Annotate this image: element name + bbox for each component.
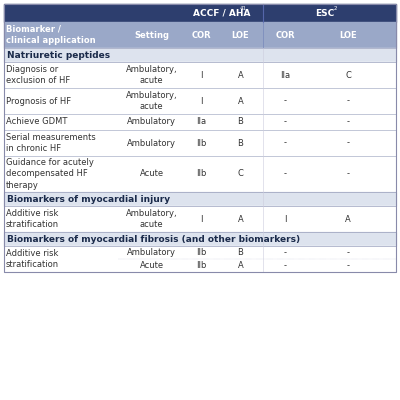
Text: Achieve GDMT: Achieve GDMT — [6, 118, 67, 126]
Text: LOE: LOE — [339, 30, 357, 40]
Text: IIb: IIb — [196, 138, 207, 148]
Text: A: A — [238, 96, 243, 106]
Text: -: - — [284, 138, 287, 148]
Text: -: - — [346, 138, 350, 148]
Text: -: - — [284, 118, 287, 126]
Text: -: - — [284, 170, 287, 178]
Bar — [4, 22, 396, 48]
Text: B: B — [238, 138, 244, 148]
Bar — [4, 246, 396, 272]
Text: Ambulatory,
acute: Ambulatory, acute — [126, 209, 177, 229]
Text: A: A — [238, 214, 243, 224]
Text: -: - — [346, 261, 350, 270]
Text: A: A — [238, 261, 243, 270]
Text: 41: 41 — [240, 6, 247, 12]
Text: IIb: IIb — [196, 170, 207, 178]
Text: IIb: IIb — [196, 248, 207, 257]
Text: COR: COR — [276, 30, 295, 40]
Text: -: - — [284, 248, 287, 257]
Bar — [4, 4, 396, 272]
Text: C: C — [238, 170, 244, 178]
Text: I: I — [284, 214, 287, 224]
Text: Biomarkers of myocardial fibrosis (and other biomarkers): Biomarkers of myocardial fibrosis (and o… — [7, 234, 300, 244]
Text: B: B — [238, 248, 244, 257]
Bar — [4, 62, 396, 88]
Text: ESC: ESC — [315, 8, 334, 18]
Text: -: - — [346, 118, 350, 126]
Text: A: A — [238, 70, 243, 80]
Text: -: - — [346, 170, 350, 178]
Text: Ambulatory: Ambulatory — [127, 118, 176, 126]
Text: Ambulatory: Ambulatory — [127, 248, 176, 257]
Text: Acute: Acute — [140, 170, 164, 178]
Text: IIa: IIa — [196, 118, 206, 126]
Text: Diagnosis or
exclusion of HF: Diagnosis or exclusion of HF — [6, 65, 70, 85]
Text: Prognosis of HF: Prognosis of HF — [6, 96, 71, 106]
Text: Additive risk
stratification: Additive risk stratification — [6, 209, 59, 229]
Text: LOE: LOE — [232, 30, 249, 40]
Text: -: - — [284, 96, 287, 106]
Text: Ambulatory,
acute: Ambulatory, acute — [126, 91, 177, 111]
Text: Setting: Setting — [134, 30, 169, 40]
Text: Acute: Acute — [140, 261, 164, 270]
Text: B: B — [238, 118, 244, 126]
Text: C: C — [345, 70, 351, 80]
Bar — [4, 48, 396, 62]
Bar — [4, 88, 396, 114]
Text: Ambulatory: Ambulatory — [127, 138, 176, 148]
Text: Biomarker /
clinical application: Biomarker / clinical application — [6, 25, 96, 45]
Text: I: I — [200, 70, 203, 80]
Text: COR: COR — [192, 30, 211, 40]
Text: 2: 2 — [334, 6, 337, 12]
Text: -: - — [284, 261, 287, 270]
Bar — [4, 206, 396, 232]
Text: -: - — [346, 96, 350, 106]
Text: A: A — [345, 214, 351, 224]
Text: Serial measurements
in chronic HF: Serial measurements in chronic HF — [6, 133, 96, 153]
Text: ACCF / AHA: ACCF / AHA — [193, 8, 251, 18]
Text: Guidance for acutely
decompensated HF
therapy: Guidance for acutely decompensated HF th… — [6, 158, 94, 190]
Text: I: I — [200, 96, 203, 106]
Text: IIa: IIa — [280, 70, 290, 80]
Bar — [4, 130, 396, 156]
Text: Natriuretic peptides: Natriuretic peptides — [7, 50, 110, 60]
Text: Ambulatory,
acute: Ambulatory, acute — [126, 65, 177, 85]
Bar — [4, 4, 396, 22]
Text: Biomarkers of myocardial injury: Biomarkers of myocardial injury — [7, 194, 170, 204]
Bar — [4, 156, 396, 192]
Bar — [4, 232, 396, 246]
Text: Additive risk
stratification: Additive risk stratification — [6, 249, 59, 269]
Bar — [4, 114, 396, 130]
Bar — [4, 192, 396, 206]
Text: IIb: IIb — [196, 261, 207, 270]
Text: I: I — [200, 214, 203, 224]
Text: -: - — [346, 248, 350, 257]
